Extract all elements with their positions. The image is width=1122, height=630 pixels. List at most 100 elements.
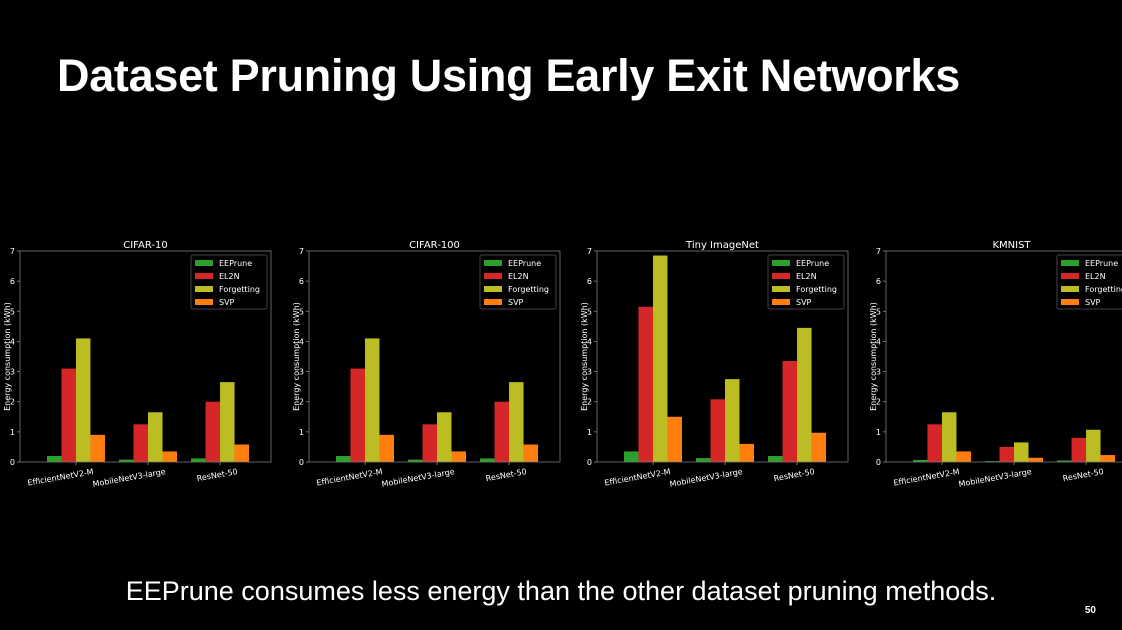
x-tick-label: MobileNetV3-large xyxy=(669,467,744,489)
legend-swatch-forgetting xyxy=(1061,286,1079,292)
x-tick-label: ResNet-50 xyxy=(773,467,815,483)
y-tick-label: 6 xyxy=(299,277,304,286)
chart-title-kmnist: KMNIST xyxy=(992,240,1031,251)
bar-cifar-100-efficientnetv2-m-eeprune xyxy=(335,455,351,462)
bar-cifar-100-mobilenetv3-large-eeprune xyxy=(408,459,423,462)
x-tick-label: ResNet-50 xyxy=(196,467,238,483)
bar-tiny-imagenet-efficientnetv2-m-forgetting xyxy=(652,255,668,462)
bar-tiny-imagenet-resnet-50-el2n xyxy=(782,361,798,462)
x-tick-label: EfficientNetV2-M xyxy=(893,467,961,488)
y-tick-label: 5 xyxy=(587,307,592,316)
bar-kmnist-mobilenetv3-large-forgetting xyxy=(1014,442,1029,462)
bar-kmnist-efficientnetv2-m-svp xyxy=(956,451,971,462)
legend-label-el2n: EL2N xyxy=(796,272,817,281)
legend-label-eeprune: EEPrune xyxy=(796,259,829,268)
bar-cifar-100-resnet-50-eeprune xyxy=(480,458,495,462)
y-tick-label: 7 xyxy=(876,247,881,256)
chart-title-cifar-100: CIFAR-100 xyxy=(409,240,460,251)
bar-cifar-10-resnet-50-svp xyxy=(234,444,250,462)
slide-caption: EEPrune consumes less energy than the ot… xyxy=(125,576,997,606)
y-tick-label: 6 xyxy=(587,277,592,286)
legend-label-eeprune: EEPrune xyxy=(219,259,252,268)
bar-cifar-10-mobilenetv3-large-svp xyxy=(162,451,178,462)
legend-swatch-el2n xyxy=(1061,273,1079,279)
legend-swatch-svp xyxy=(772,299,790,305)
legend-label-forgetting: Forgetting xyxy=(1085,285,1122,294)
energy-bar-charts: CIFAR-10 Energy consumption (kWh) 0 1 2 3 4 5 6 7… xyxy=(3,240,1122,489)
legend-label-eeprune: EEPrune xyxy=(1085,259,1118,268)
y-tick-label: 2 xyxy=(10,398,15,407)
bar-cifar-10-efficientnetv2-m-forgetting xyxy=(75,338,91,462)
bar-kmnist-resnet-50-el2n xyxy=(1071,437,1087,462)
plot-frame-cifar-10 xyxy=(19,250,272,463)
bar-cifar-10-mobilenetv3-large-el2n xyxy=(133,424,149,462)
bar-cifar-10-efficientnetv2-m-svp xyxy=(90,434,105,462)
bar-kmnist-efficientnetv2-m-el2n xyxy=(927,424,942,462)
y-tick-label: 6 xyxy=(10,277,15,286)
y-tick-label: 3 xyxy=(876,368,881,377)
bar-kmnist-efficientnetv2-m-forgetting xyxy=(941,412,957,462)
y-tick-label: 7 xyxy=(10,247,15,256)
y-axis-label-cifar-10: Energy consumption (kWh) xyxy=(3,302,12,411)
bar-cifar-100-resnet-50-svp xyxy=(523,444,539,462)
legend-label-el2n: EL2N xyxy=(219,272,240,281)
x-tick-label: MobileNetV3-large xyxy=(958,467,1033,489)
bar-cifar-100-mobilenetv3-large-svp xyxy=(451,451,467,462)
y-tick-label: 0 xyxy=(876,458,881,467)
legend-label-eeprune: EEPrune xyxy=(508,259,541,268)
plot-frame-kmnist xyxy=(885,250,1122,463)
y-tick-label: 3 xyxy=(299,368,304,377)
y-tick-label: 7 xyxy=(299,247,304,256)
y-tick-label: 1 xyxy=(10,428,15,437)
slide-number: 50 xyxy=(1084,605,1096,616)
bar-kmnist-efficientnetv2-m-eeprune xyxy=(912,459,928,462)
legend-label-svp: SVP xyxy=(508,298,524,307)
bar-kmnist-resnet-50-eeprune xyxy=(1057,460,1072,462)
legend-swatch-svp xyxy=(195,299,213,305)
y-tick-label: 4 xyxy=(587,337,592,346)
legend-swatch-svp xyxy=(1061,299,1079,305)
bar-cifar-100-efficientnetv2-m-svp xyxy=(379,434,394,462)
bar-kmnist-resnet-50-svp xyxy=(1100,455,1116,462)
charts-row: CIFAR-10 Energy consumption (kWh) 0 1 2 3 4 5 6 7… xyxy=(0,232,1122,502)
legend-swatch-eeprune xyxy=(195,260,213,266)
legend-label-el2n: EL2N xyxy=(1085,272,1106,281)
chart-title-tiny-imagenet: Tiny ImageNet xyxy=(685,240,759,251)
legend-swatch-el2n xyxy=(772,273,790,279)
bar-tiny-imagenet-mobilenetv3-large-el2n xyxy=(710,399,726,462)
legend-swatch-svp xyxy=(484,299,502,305)
bar-cifar-10-efficientnetv2-m-eeprune xyxy=(46,455,62,462)
bar-cifar-100-resnet-50-el2n xyxy=(494,401,510,462)
bar-cifar-100-resnet-50-forgetting xyxy=(509,382,524,462)
bar-cifar-10-efficientnetv2-m-el2n xyxy=(61,368,76,462)
y-tick-label: 5 xyxy=(10,307,15,316)
x-tick-label: EfficientNetV2-M xyxy=(316,467,384,488)
bar-tiny-imagenet-mobilenetv3-large-eeprune xyxy=(696,458,711,462)
x-tick-label: ResNet-50 xyxy=(485,467,527,483)
legend-label-svp: SVP xyxy=(219,298,235,307)
legend-box-tiny-imagenet xyxy=(767,254,845,310)
bar-kmnist-mobilenetv3-large-eeprune xyxy=(985,461,1000,462)
y-tick-label: 1 xyxy=(299,428,304,437)
plot-frame-cifar-100 xyxy=(308,250,561,463)
y-tick-label: 3 xyxy=(587,368,592,377)
bar-tiny-imagenet-resnet-50-forgetting xyxy=(797,327,812,462)
legend-swatch-el2n xyxy=(195,273,213,279)
y-tick-label: 0 xyxy=(10,458,15,467)
legend-swatch-el2n xyxy=(484,273,502,279)
legend-swatch-eeprune xyxy=(1061,260,1079,266)
bar-tiny-imagenet-mobilenetv3-large-svp xyxy=(739,443,755,462)
bar-tiny-imagenet-resnet-50-svp xyxy=(811,432,827,462)
y-tick-label: 3 xyxy=(10,368,15,377)
bar-kmnist-resnet-50-forgetting xyxy=(1086,429,1101,462)
legend-label-forgetting: Forgetting xyxy=(219,285,260,294)
x-tick-label: MobileNetV3-large xyxy=(92,467,167,489)
bar-tiny-imagenet-efficientnetv2-m-eeprune xyxy=(623,451,639,462)
y-tick-label: 2 xyxy=(876,398,881,407)
bar-cifar-100-mobilenetv3-large-el2n xyxy=(422,424,438,462)
legend-swatch-forgetting xyxy=(484,286,502,292)
bar-cifar-10-resnet-50-eeprune xyxy=(191,458,206,462)
legend-box-cifar-100 xyxy=(479,254,557,310)
bar-tiny-imagenet-resnet-50-eeprune xyxy=(768,455,783,462)
y-tick-label: 5 xyxy=(299,307,304,316)
